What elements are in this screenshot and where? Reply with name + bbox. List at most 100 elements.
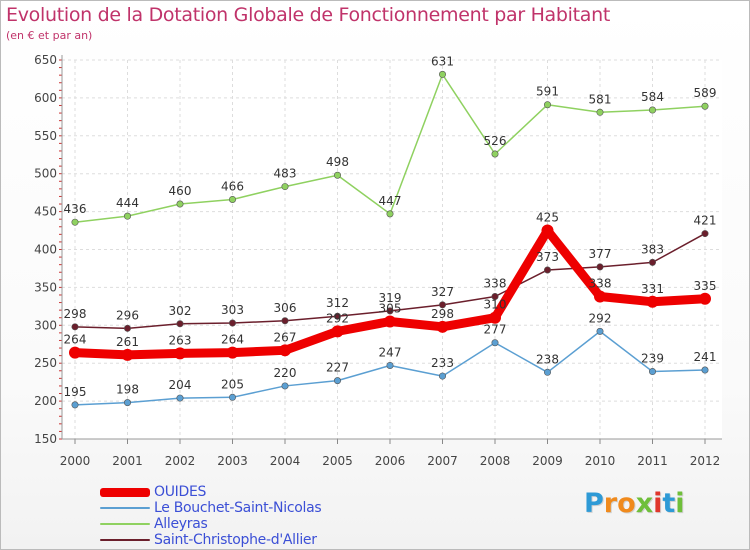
data-point [596, 263, 604, 271]
data-label: 227 [326, 361, 349, 375]
data-label: 581 [589, 92, 612, 106]
data-label: 298 [431, 307, 454, 321]
data-point [333, 312, 341, 320]
data-label: 335 [694, 279, 717, 293]
data-label: 338 [589, 276, 612, 290]
y-tick-label: 300 [34, 318, 57, 332]
data-point [174, 347, 186, 360]
legend-item: Saint-Christophe-d'Allier [100, 532, 321, 548]
data-point [648, 106, 656, 114]
data-point [229, 393, 237, 401]
data-label: 264 [221, 333, 244, 347]
data-point [71, 401, 79, 409]
data-label: 239 [641, 352, 664, 366]
data-label: 303 [221, 303, 244, 317]
chart-legend: OUIDES Le Bouchet-Saint-Nicolas Alleyras Sa… [100, 484, 322, 548]
y-tick-label: 650 [34, 53, 57, 67]
y-tick-label: 450 [34, 205, 57, 219]
data-label: 589 [694, 86, 717, 100]
legend-item: Alleyras [100, 516, 321, 532]
data-point [386, 361, 394, 369]
data-label: 198 [116, 383, 139, 397]
logo-letter: i [675, 488, 685, 519]
data-label: 233 [431, 356, 454, 370]
data-point [281, 382, 289, 390]
x-tick-label: 2008 [480, 454, 511, 468]
data-label: 383 [641, 242, 664, 256]
data-label: 220 [274, 366, 297, 380]
legend-item: OUIDES [100, 484, 321, 500]
data-label: 261 [116, 335, 139, 349]
data-point [701, 366, 709, 374]
data-label: 584 [641, 90, 664, 104]
data-point [229, 319, 237, 327]
data-label: 195 [64, 385, 87, 399]
data-point [331, 325, 344, 338]
logo-letter: r [603, 488, 618, 519]
data-point [124, 324, 132, 332]
data-label: 377 [589, 247, 612, 261]
legend-label: Saint-Christophe-d'Allier [154, 532, 317, 548]
legend-label: Le Bouchet-Saint-Nicolas [154, 500, 322, 516]
x-tick-label: 2004 [270, 454, 301, 468]
data-label: 298 [64, 307, 87, 321]
data-label: 498 [326, 155, 349, 169]
y-tick-label: 150 [34, 432, 57, 446]
data-point [226, 346, 239, 359]
data-point [281, 183, 289, 191]
data-label: 526 [484, 134, 507, 148]
y-tick-label: 550 [34, 129, 57, 143]
data-label: 292 [326, 311, 349, 325]
x-tick-label: 2003 [217, 454, 248, 468]
x-tick-label: 2011 [637, 454, 668, 468]
legend-swatch [100, 487, 150, 497]
data-label: 425 [536, 211, 559, 225]
data-label: 460 [169, 184, 192, 198]
data-label: 483 [274, 167, 297, 181]
data-label: 631 [431, 54, 454, 68]
data-label: 241 [694, 350, 717, 364]
data-label: 204 [169, 378, 192, 392]
legend-swatch [100, 523, 150, 525]
y-tick-label: 400 [34, 243, 57, 257]
data-label: 264 [64, 333, 87, 347]
data-label: 447 [379, 194, 402, 208]
data-label: 591 [536, 85, 559, 99]
data-point [124, 399, 132, 407]
data-label: 302 [169, 304, 192, 318]
data-point [229, 195, 237, 203]
data-point [489, 311, 501, 324]
logo-letter: o [617, 488, 636, 519]
data-label: 205 [221, 377, 244, 391]
logo-letter: t [662, 488, 676, 519]
legend-swatch [100, 539, 150, 541]
x-tick-label: 2002 [165, 454, 196, 468]
data-label: 247 [379, 345, 402, 359]
data-point [69, 346, 81, 359]
proxiti-logo: Proxiti [584, 488, 685, 519]
x-tick-label: 2012 [690, 454, 721, 468]
logo-letter: i [653, 488, 663, 519]
data-point [386, 307, 394, 315]
data-point [646, 295, 659, 308]
data-point [596, 108, 604, 116]
data-point [386, 210, 394, 218]
y-tick-label: 350 [34, 280, 57, 294]
data-point [491, 339, 499, 347]
data-point [491, 150, 499, 158]
data-label: 331 [641, 282, 664, 296]
data-label: 263 [169, 333, 192, 347]
data-label: 466 [221, 179, 244, 193]
data-point [543, 368, 551, 376]
data-point [543, 101, 551, 109]
data-point [71, 218, 79, 226]
data-label: 327 [431, 285, 454, 299]
x-tick-label: 2010 [585, 454, 616, 468]
x-tick-label: 2000 [60, 454, 91, 468]
data-label: 444 [116, 196, 139, 210]
data-point [333, 377, 341, 385]
y-tick-label: 600 [34, 91, 57, 105]
x-tick-label: 2005 [322, 454, 353, 468]
data-label: 296 [116, 308, 139, 322]
x-tick-label: 2006 [375, 454, 406, 468]
